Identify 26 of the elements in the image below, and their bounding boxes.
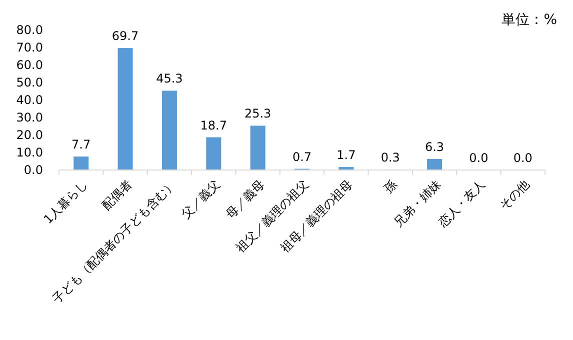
y-tick-label: 50.0 bbox=[16, 76, 43, 90]
y-tick-label: 20.0 bbox=[16, 128, 43, 142]
data-label: 1.7 bbox=[336, 148, 356, 162]
y-tick-label: 70.0 bbox=[16, 40, 43, 55]
data-label: 18.7 bbox=[200, 118, 227, 132]
y-tick-label: 30.0 bbox=[16, 110, 43, 125]
y-tick-label: 80.0 bbox=[16, 23, 43, 38]
text: 単位：% bbox=[502, 12, 557, 28]
data-label: 0.0 bbox=[513, 151, 532, 165]
x-tick-label: 配偶者 bbox=[99, 177, 134, 213]
data-label: 69.7 bbox=[112, 29, 139, 44]
data-label: 45.3 bbox=[156, 72, 183, 86]
y-tick-label: 40.0 bbox=[16, 93, 43, 108]
x-tick-label: 父／義父 bbox=[178, 177, 223, 222]
y-tick-label: 60.0 bbox=[16, 58, 43, 72]
x-tick-label: 孫 bbox=[381, 177, 400, 196]
x-tick-label: 1人暮らし bbox=[40, 177, 90, 226]
y-tick-label: 10.0 bbox=[16, 146, 43, 160]
data-label: 0.7 bbox=[292, 150, 312, 164]
x-tick-label: その他 bbox=[496, 177, 532, 213]
data-label: 0.3 bbox=[380, 150, 400, 164]
data-label: 7.7 bbox=[72, 138, 91, 152]
data-label: 6.3 bbox=[425, 140, 444, 154]
data-label: 0.0 bbox=[469, 151, 488, 165]
y-tick-label: 0.0 bbox=[24, 163, 43, 178]
data-label: 25.3 bbox=[244, 106, 272, 121]
